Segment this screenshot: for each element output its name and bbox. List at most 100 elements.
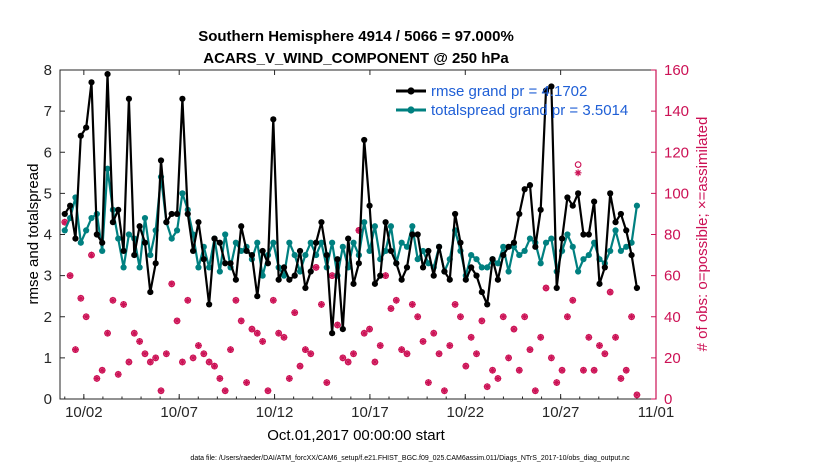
legend: rmse grand pr = 4.1702 totalspread grand… (396, 83, 628, 119)
rmse-point (184, 210, 191, 218)
totalspread-point (623, 243, 630, 250)
obs-assimilated-marker (146, 358, 154, 366)
obs-assimilated-marker (248, 325, 256, 333)
rmse-point (510, 239, 518, 246)
rmse-point (371, 280, 379, 287)
rmse-point (484, 301, 491, 308)
totalspread-point (612, 227, 619, 234)
y-right-tick-label: 40 (664, 309, 681, 326)
totalspread-point (302, 251, 309, 259)
x-axis-label: Oct.01,2017 00:00:00 start (267, 427, 445, 444)
y-right-tick-label: 140 (664, 103, 689, 120)
totalspread-point (232, 239, 239, 246)
rmse-point (633, 284, 641, 292)
obs-assimilated-marker (339, 354, 347, 362)
rmse-point (558, 235, 566, 242)
obs-assimilated-marker (446, 342, 454, 349)
totalspread-point (633, 202, 641, 209)
legend-rmse-marker (407, 87, 415, 95)
rmse-point (473, 272, 480, 279)
rmse-point (387, 247, 395, 255)
obs-assimilated-marker (580, 366, 587, 374)
totalspread-point (585, 251, 592, 259)
obs-assimilated-marker (510, 325, 518, 333)
obs-assimilated-marker (569, 296, 577, 304)
obs-assimilated-marker (547, 354, 555, 362)
rmse-point (72, 235, 79, 242)
obs-assimilated-marker (195, 342, 202, 349)
rmse-point (280, 264, 288, 271)
obs-assimilated-marker (184, 296, 192, 304)
rmse-point (623, 227, 630, 234)
obs-assimilated-marker (312, 264, 320, 271)
totalspread-point (206, 264, 213, 271)
obs-assimilated-marker (606, 288, 614, 296)
totalspread-point (387, 223, 395, 230)
obs-assimilated-marker (633, 391, 641, 399)
obs-count-markers (61, 161, 641, 399)
totalspread-point (403, 243, 411, 250)
obs-assimilated-marker (387, 305, 395, 312)
totalspread-point (617, 247, 624, 255)
rmse-point (542, 87, 550, 94)
rmse-point (259, 247, 266, 255)
obs-assimilated-marker (291, 309, 299, 317)
rmse-point (296, 247, 304, 255)
y-tick-label: 8 (44, 62, 52, 79)
rmse-point (425, 247, 432, 255)
obs-assimilated-marker (499, 313, 507, 321)
obs-assimilated-marker (328, 272, 336, 280)
rmse-point (532, 243, 539, 250)
rmse-point (67, 202, 74, 209)
totalspread-point (254, 239, 261, 246)
rmse-point (553, 284, 560, 292)
x-tick-label: 10/27 (542, 404, 580, 421)
y-tick-label: 6 (44, 144, 52, 161)
totalspread-point (484, 264, 491, 271)
obs-assimilated-marker (371, 358, 379, 366)
rmse-point (361, 136, 368, 144)
totalspread-point (607, 247, 614, 255)
obs-assimilated-marker (232, 296, 240, 304)
totalspread-point (494, 260, 501, 267)
obs-assimilated-marker (264, 387, 272, 395)
x-tick-label: 10/02 (65, 404, 103, 421)
rmse-point (216, 239, 223, 246)
rmse-point (173, 210, 181, 218)
rmse-point (452, 210, 459, 218)
rmse-point (382, 219, 389, 226)
totalspread-point (318, 239, 325, 246)
rmse-point (93, 231, 100, 238)
obs-assimilated-marker (162, 350, 170, 358)
rmse-point (355, 260, 362, 267)
rmse-point (494, 276, 501, 283)
legend-spread-label: totalspread grand pr = 3.5014 (431, 102, 628, 119)
totalspread-point (526, 235, 534, 242)
totalspread-point (350, 239, 357, 246)
obs-assimilated-marker (205, 358, 213, 366)
rmse-point (537, 206, 544, 213)
obs-assimilated-marker (590, 366, 598, 374)
totalspread-point (179, 190, 186, 197)
left-y-axis-label: rmse and totalspread (25, 164, 42, 305)
obs-assimilated-marker (141, 350, 149, 358)
y-right-tick-label: 120 (664, 144, 689, 161)
totalspread-point (548, 235, 555, 242)
obs-assimilated-marker (157, 387, 165, 395)
rmse-point (195, 219, 202, 226)
y-right-tick-label: 100 (664, 185, 689, 202)
obs-assimilated-marker (307, 350, 315, 358)
totalspread-point (222, 231, 229, 238)
rmse-point (377, 272, 384, 279)
obs-assimilated-marker (521, 313, 529, 321)
totalspread-point (286, 239, 293, 246)
rmse-point (200, 256, 207, 263)
rmse-point (227, 260, 234, 267)
totalspread-point (414, 256, 421, 263)
obs-assimilated-marker (585, 333, 593, 341)
totalspread-point (339, 243, 346, 250)
obs-assimilated-marker (318, 301, 325, 308)
rmse-point (115, 206, 122, 213)
obs-assimilated-marker (168, 280, 176, 288)
